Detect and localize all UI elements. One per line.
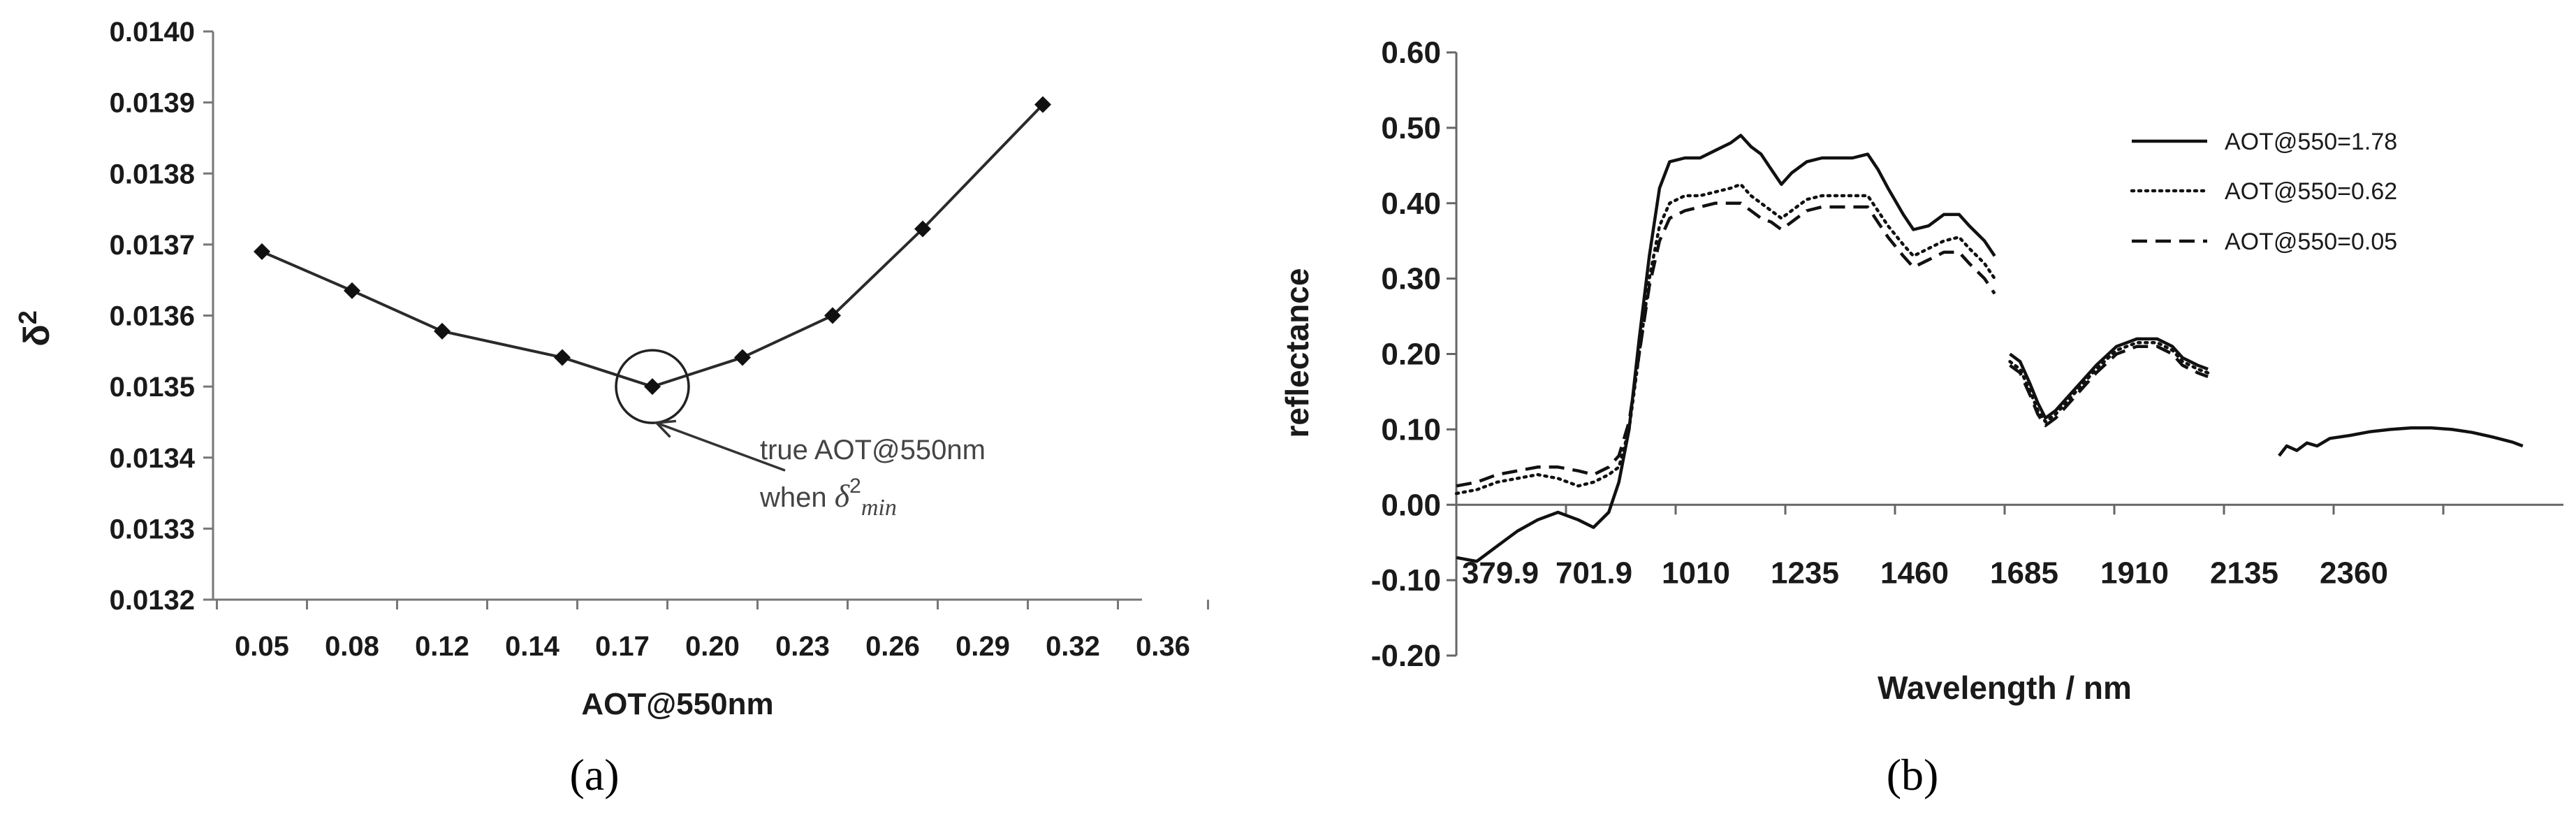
b-x-tick-label: 2135 — [2210, 556, 2278, 590]
a-x-tick-label: 0.26 — [865, 631, 920, 662]
a-annotation-sub: min — [861, 495, 897, 521]
b-series-line-dotted — [1454, 182, 1996, 496]
b-y-tick-label: 0.40 — [1381, 187, 1441, 221]
a-data-point — [344, 282, 360, 299]
a-annotation-when: when — [759, 482, 835, 513]
a-data-point — [554, 349, 571, 366]
b-series-line-solid — [2278, 426, 2524, 457]
b-x-tick-label: 1910 — [2100, 556, 2169, 590]
b-y-tick-label: 0.00 — [1381, 488, 1441, 522]
panel-a-label: (a) — [569, 750, 619, 800]
b-series-line-dotted — [2008, 341, 2210, 424]
a-annotation-arrow — [656, 421, 786, 472]
b-series-line-solid — [2009, 337, 2209, 420]
b-x-tick-label: 1235 — [1771, 556, 1839, 590]
b-y-axis-title: reflectance — [1279, 268, 1315, 438]
a-x-tick-label: 0.20 — [685, 631, 740, 662]
panel-a-chart: 0.0140 0.0139 0.0138 0.0137 0.0136 0.0135 0.01… — [13, 17, 1209, 800]
a-y-axis-title-sup: 2 — [13, 310, 42, 324]
a-data-point — [644, 378, 661, 396]
a-y-tick-label: 0.0134 — [110, 443, 196, 474]
panel-b-chart: 0.600.500.400.300.200.100.00-0.10-0.20 3… — [1279, 36, 2563, 800]
a-x-tick-label: 0.36 — [1136, 631, 1190, 662]
a-y-tick-label: 0.0137 — [110, 230, 195, 261]
b-series-line-dashed — [1456, 201, 1996, 488]
a-annotation-line2: when δ2min — [759, 475, 897, 521]
panel-b-label: (b) — [1887, 750, 1939, 800]
a-annotation-sup: 2 — [849, 475, 861, 498]
a-y-tick-label: 0.0135 — [110, 372, 195, 403]
b-legend-label: AOT@550=1.78 — [2225, 129, 2397, 155]
a-y-tick-label: 0.0139 — [110, 88, 195, 119]
a-x-tick-label: 0.23 — [775, 631, 830, 662]
a-x-axis-title: AOT@550nm — [581, 687, 773, 721]
a-x-tick-label: 0.08 — [325, 631, 379, 662]
b-x-tick-label: 1460 — [1880, 556, 1949, 590]
b-y-tick-label: 0.30 — [1381, 262, 1441, 296]
a-y-tick-label: 0.0133 — [110, 514, 195, 544]
a-data-point — [914, 220, 931, 238]
a-x-tick-label: 0.14 — [505, 631, 560, 662]
a-y-tick-label: 0.0140 — [110, 17, 195, 48]
b-y-tick-label: -0.20 — [1371, 639, 1441, 673]
a-y-tick-label: 0.0132 — [110, 585, 195, 616]
b-x-tick-label: 2360 — [2320, 556, 2388, 590]
a-y-axis-title-base: δ — [17, 324, 57, 347]
a-x-tick-label: 0.29 — [956, 631, 1010, 662]
b-x-tick-label: 1010 — [1662, 556, 1730, 590]
a-annotation-line1: true AOT@550nm — [760, 435, 986, 465]
a-data-point — [1034, 96, 1051, 113]
a-y-axis-title: δ2 — [13, 310, 57, 347]
b-x-tick-label: 1685 — [1990, 556, 2058, 590]
b-legend-label: AOT@550=0.05 — [2225, 229, 2397, 255]
a-data-point — [254, 243, 270, 261]
b-y-tick-label: 0.50 — [1381, 111, 1441, 145]
b-y-tick-label: 0.20 — [1381, 338, 1441, 372]
a-annotation-arrowhead — [654, 419, 677, 438]
b-x-tick-label: 701.9 — [1556, 556, 1632, 590]
a-annotation-symbol: δ — [835, 478, 850, 514]
a-y-tick-label: 0.0136 — [110, 301, 195, 332]
b-y-tick-label: 0.10 — [1381, 412, 1441, 447]
a-x-tick-label: 0.05 — [235, 631, 289, 662]
b-y-tick-label: -0.10 — [1371, 563, 1441, 598]
b-series-line-solid — [1456, 133, 1996, 563]
a-x-tick-label: 0.32 — [1046, 631, 1100, 662]
a-min-highlight-circle — [615, 349, 690, 424]
a-data-point — [824, 307, 841, 324]
a-y-tick-label: 0.0138 — [110, 159, 195, 189]
a-series-line — [261, 103, 1044, 389]
a-x-tick-label: 0.12 — [415, 631, 469, 662]
b-series-line-dashed — [2009, 345, 2209, 428]
b-x-axis-title: Wavelength / nm — [1878, 670, 2132, 706]
b-y-tick-label: 0.60 — [1381, 36, 1441, 70]
b-legend-label: AOT@550=0.62 — [2225, 178, 2397, 205]
a-x-tick-label: 0.17 — [595, 631, 650, 662]
a-data-point — [734, 349, 751, 366]
a-data-point — [434, 322, 451, 340]
